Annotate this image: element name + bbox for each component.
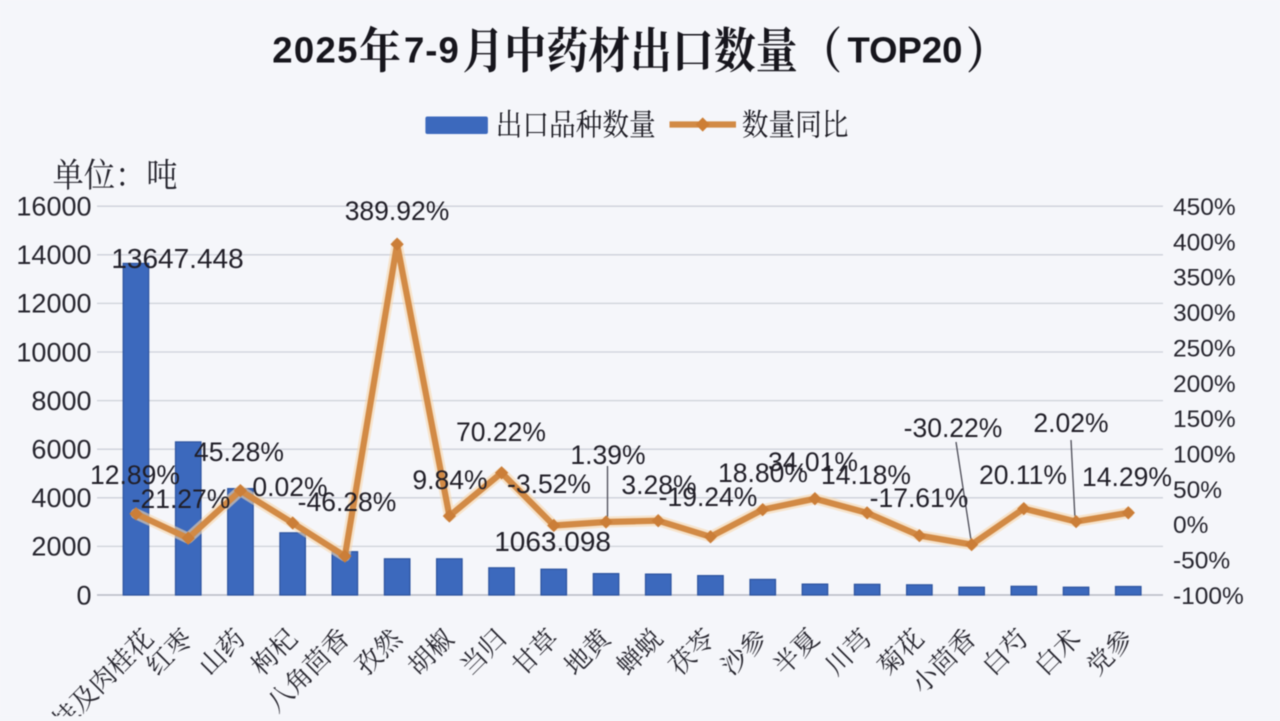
svg-text:8000: 8000 [31,386,91,416]
svg-text:-100%: -100% [1173,583,1244,610]
svg-text:16000: 16000 [16,192,91,222]
svg-text:-50%: -50% [1173,548,1230,575]
svg-text:1063.098: 1063.098 [494,526,611,557]
svg-text:-3.52%: -3.52% [507,469,591,499]
svg-text:12000: 12000 [16,289,91,319]
svg-text:2.02%: 2.02% [1033,408,1108,438]
svg-text:-30.22%: -30.22% [904,413,1003,443]
svg-text:-17.61%: -17.61% [870,483,969,513]
svg-text:10000: 10000 [16,337,91,367]
svg-text:14000: 14000 [16,240,91,270]
svg-text:389.92%: 389.92% [345,196,450,226]
svg-text:45.28%: 45.28% [194,437,284,467]
svg-text:350%: 350% [1173,265,1236,292]
svg-text:TOP20: TOP20 [848,30,963,71]
svg-text:-46.28%: -46.28% [298,487,397,517]
svg-text:20.11%: 20.11% [979,460,1067,490]
svg-text:250%: 250% [1173,335,1236,362]
svg-text:14.18%: 14.18% [821,460,911,490]
svg-text:7-9: 7-9 [404,30,460,71]
svg-text:9.84%: 9.84% [412,465,487,495]
svg-text:150%: 150% [1173,406,1236,433]
svg-text:3.28%: 3.28% [621,470,696,500]
svg-text:14.29%: 14.29% [1082,462,1172,492]
svg-text:-21.27%: -21.27% [132,484,231,514]
svg-text:0%: 0% [1173,512,1208,539]
svg-text:4000: 4000 [31,483,91,513]
svg-text:100%: 100% [1173,441,1236,468]
svg-text:2025: 2025 [272,30,358,71]
svg-text:1.39%: 1.39% [570,440,645,470]
svg-text:70.22%: 70.22% [456,417,546,447]
svg-text:400%: 400% [1173,229,1236,256]
svg-text:200%: 200% [1173,371,1236,398]
svg-text:0.02%: 0.02% [252,472,327,502]
svg-text:-19.24%: -19.24% [659,482,758,512]
svg-text:450%: 450% [1173,194,1236,221]
svg-text:13647.448: 13647.448 [111,243,243,274]
svg-text:50%: 50% [1173,477,1222,504]
svg-text:12.89%: 12.89% [90,460,180,490]
svg-text:6000: 6000 [31,435,91,465]
svg-text:0: 0 [76,580,91,610]
svg-text:300%: 300% [1173,300,1236,327]
svg-text:34.01%: 34.01% [768,447,858,477]
svg-text:2000: 2000 [31,532,91,562]
svg-text:18.80%: 18.80% [718,458,808,488]
